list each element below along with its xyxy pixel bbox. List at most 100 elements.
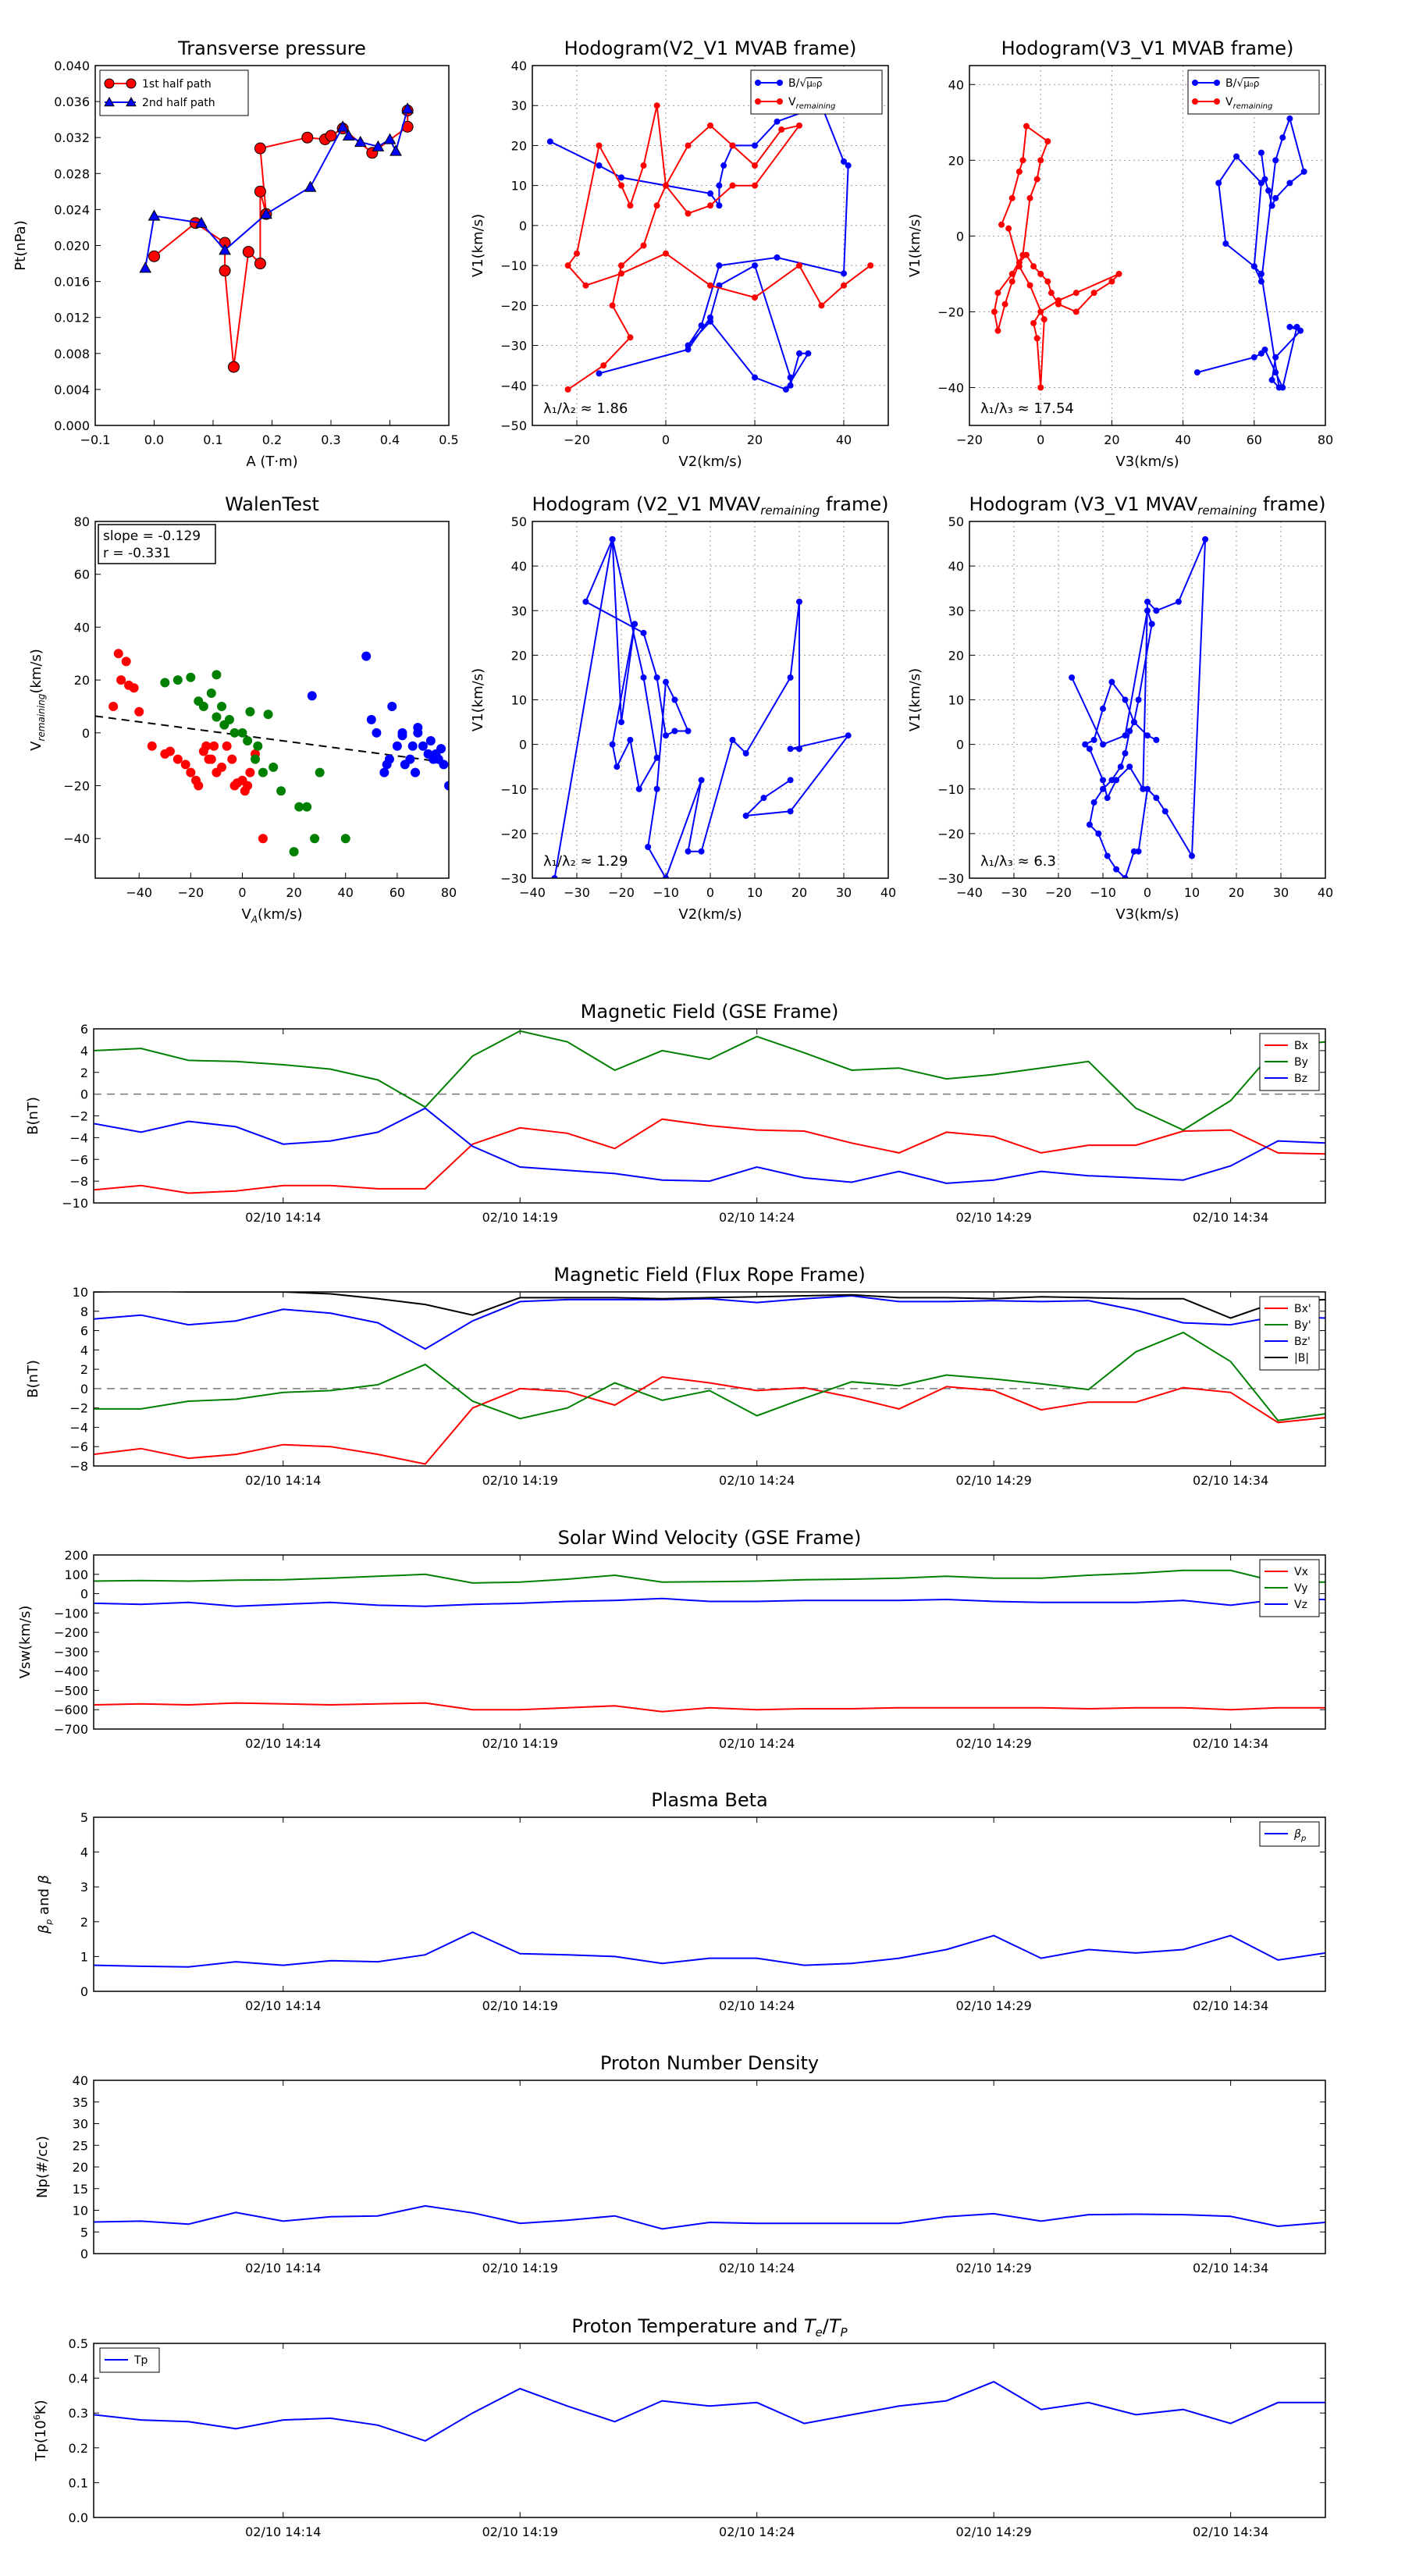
time-tick-label: 02/10 14:34 [1193, 1473, 1268, 1488]
data-point [1257, 270, 1264, 277]
x-tick-label: 0.4 [380, 432, 400, 447]
x-tick-label: 0 [1037, 432, 1044, 447]
scatter-point [411, 767, 421, 777]
data-point [653, 754, 660, 761]
y-tick-label: 1 [80, 1949, 88, 1964]
legend-label: Vremaining [788, 96, 835, 111]
x-axis-label-h4: V3(km/s) [1115, 906, 1179, 923]
legend-label: |B| [1294, 1352, 1309, 1364]
y-tick-label: 20 [511, 138, 527, 153]
time-tick-label: 02/10 14:19 [482, 2524, 558, 2539]
scatter-point [413, 723, 423, 733]
legend-triangle-marker [104, 96, 115, 107]
plot-frame-vsw [93, 1554, 1326, 1730]
x-tick-label: 40 [880, 885, 896, 900]
data-point [1016, 263, 1023, 270]
data-point [1100, 777, 1106, 784]
data-point [1113, 866, 1120, 873]
scatter-point [315, 767, 325, 777]
time-tick-label: 02/10 14:34 [1193, 2261, 1268, 2275]
eigenvalue-ratio-h3: λ₁/λ₂ ≈ 1.29 [543, 853, 628, 870]
data-point [582, 598, 589, 605]
series-line-bgse-Bz [94, 1107, 1325, 1184]
data-point [1300, 168, 1307, 175]
data-point [707, 122, 713, 129]
fit-stat-slope: slope = -0.129 [103, 528, 201, 544]
x-tick-label: 80 [1318, 432, 1333, 447]
x-tick-label: 0.5 [439, 432, 458, 447]
data-point [1148, 621, 1155, 628]
legend-marker [755, 98, 761, 105]
scatter-point [243, 781, 253, 791]
data-point [1279, 134, 1286, 141]
chart-title-walen: WalenTest [225, 493, 319, 515]
scatter-point [245, 706, 255, 717]
time-tick-label: 02/10 14:19 [482, 2261, 558, 2275]
chart-title-np: Proton Number Density [600, 2052, 819, 2074]
y-tick-label: 0.016 [54, 275, 90, 290]
data-point [596, 162, 603, 169]
chart-title-h4: Hodogram (V3_V1 MVAVremaining frame) [969, 493, 1326, 518]
scatter-point [108, 701, 119, 711]
y-tick-label: −300 [54, 1645, 88, 1660]
legend-label: Bz' [1294, 1336, 1311, 1348]
data-point [1086, 821, 1093, 828]
scatter-point [165, 746, 175, 756]
y-tick-label: −20 [63, 779, 90, 794]
data-point [1108, 678, 1115, 685]
data-point [729, 142, 736, 149]
x-tick-label: 60 [1247, 432, 1262, 447]
series-line-vsw-Vx [94, 1702, 1325, 1713]
series-line-tpk-Tp [94, 2380, 1325, 2442]
scatter-point [251, 754, 261, 764]
eigenvalue-ratio-h2: λ₁/λ₃ ≈ 17.54 [980, 400, 1074, 417]
y-tick-label: 4 [80, 1845, 88, 1860]
x-tick-label: 0.0 [144, 432, 164, 447]
y-tick-label: −40 [500, 379, 527, 393]
scatter-point [198, 701, 208, 711]
x-tick-label: 80 [441, 885, 457, 900]
scatter-point [405, 754, 415, 764]
data-point [998, 221, 1005, 228]
y-tick-label: 0.004 [54, 382, 90, 397]
y-tick-label: 40 [73, 2073, 88, 2088]
legend-label: B/√μ₀ρ [788, 77, 822, 90]
eigenvalue-ratio-h1: λ₁/λ₂ ≈ 1.86 [543, 400, 628, 417]
scatter-point [243, 735, 253, 745]
plot-frame-h2 [969, 65, 1326, 426]
y-tick-label: −4 [69, 1130, 88, 1145]
data-point [796, 745, 802, 753]
data-point [609, 302, 616, 309]
x-tick-label: 20 [1229, 885, 1244, 900]
y-tick-label: 40 [511, 59, 527, 73]
x-tick-label: −20 [177, 885, 204, 900]
data-point [685, 728, 692, 735]
data-point [1037, 384, 1044, 391]
legend-box-tp [99, 69, 249, 116]
data-point [1108, 777, 1115, 784]
scatter-point [129, 683, 139, 693]
y-tick-label: −8 [69, 1174, 88, 1189]
x-tick-label: −20 [1045, 885, 1072, 900]
chart-title-h2: Hodogram(V3_V1 MVAB frame) [1001, 37, 1294, 59]
data-point [1261, 176, 1268, 183]
y-tick-label: 100 [64, 1567, 88, 1582]
scatter-point [219, 720, 229, 730]
data-point [867, 262, 874, 269]
y-tick-label: −30 [937, 871, 964, 886]
time-tick-label: 02/10 14:29 [955, 1210, 1031, 1225]
y-tick-label: −20 [937, 304, 964, 319]
data-point [1072, 308, 1080, 315]
data-point [1215, 180, 1222, 187]
data-point [782, 386, 789, 393]
time-tick-label: 02/10 14:24 [719, 1473, 795, 1488]
x-tick-label: 20 [286, 885, 301, 900]
circle-marker [254, 142, 266, 155]
data-point [663, 732, 669, 739]
x-axis-label-tp: A (T·m) [246, 454, 297, 470]
data-point [614, 763, 621, 770]
data-point [1286, 180, 1293, 187]
plot-area-h3 [551, 535, 852, 878]
data-point [1122, 750, 1129, 757]
data-point [1001, 301, 1008, 308]
